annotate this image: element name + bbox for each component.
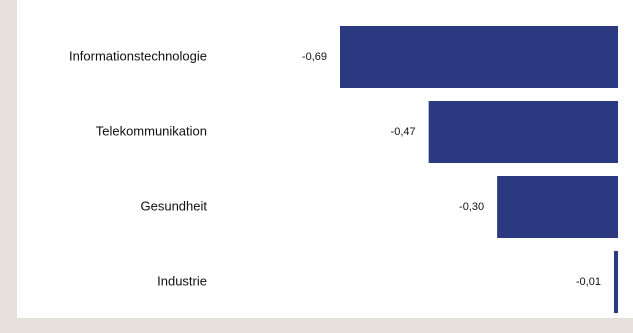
chart-panel: Informationstechnologie Telekommunikation… <box>17 0 633 318</box>
bar <box>497 176 618 238</box>
value-labels: -0,69 -0,47 -0,30 -0,01 <box>302 51 601 288</box>
value-label: -0,69 <box>302 51 327 63</box>
bar <box>428 101 618 163</box>
category-label: Industrie <box>157 273 207 288</box>
value-label: -0,01 <box>576 276 601 288</box>
category-label: Gesundheit <box>141 198 208 213</box>
bars <box>340 26 618 313</box>
bar-chart: Informationstechnologie Telekommunikation… <box>69 26 618 313</box>
category-label: Informationstechnologie <box>69 48 207 63</box>
bar <box>613 251 618 313</box>
category-label: Telekommunikation <box>96 123 207 138</box>
value-label: -0,47 <box>391 126 416 138</box>
bar <box>340 26 618 88</box>
value-label: -0,30 <box>459 201 484 213</box>
category-labels: Informationstechnologie Telekommunikation… <box>69 48 207 288</box>
